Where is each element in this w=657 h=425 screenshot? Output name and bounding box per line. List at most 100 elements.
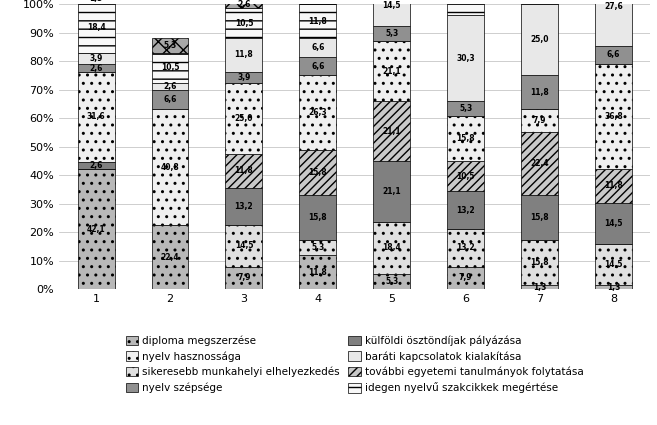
Text: 42,1: 42,1 (87, 224, 105, 234)
Bar (152, 109, 189, 225)
Text: 1,3: 1,3 (607, 283, 620, 292)
Bar (595, 244, 632, 285)
Bar (152, 83, 189, 90)
Text: 5,3: 5,3 (385, 277, 398, 286)
Text: 6,6: 6,6 (311, 62, 325, 71)
Bar (78, 162, 114, 169)
Text: 27,6: 27,6 (604, 2, 623, 11)
Text: 18,4: 18,4 (87, 23, 106, 31)
Text: 1,3: 1,3 (533, 283, 546, 292)
Bar (447, 229, 484, 266)
Text: 22,4: 22,4 (161, 252, 179, 262)
Text: 7,9: 7,9 (459, 273, 472, 282)
Text: 14,5: 14,5 (382, 1, 401, 10)
Bar (521, 109, 558, 131)
Text: 7,9: 7,9 (533, 116, 547, 125)
Bar (373, 101, 410, 162)
Bar (595, 45, 632, 64)
Bar (521, 4, 558, 76)
Bar (373, 162, 410, 221)
Text: 13,2: 13,2 (457, 206, 475, 215)
Bar (447, 15, 484, 101)
Text: 3,9: 3,9 (89, 54, 102, 63)
Bar (78, 72, 114, 162)
Bar (300, 4, 336, 38)
Bar (152, 225, 189, 289)
Bar (447, 0, 484, 15)
Bar (373, 274, 410, 289)
Bar (152, 90, 189, 109)
Bar (300, 240, 336, 255)
Bar (152, 53, 189, 83)
Bar (447, 101, 484, 116)
Text: 15,8: 15,8 (530, 258, 549, 267)
Bar (300, 57, 336, 76)
Text: 6,6: 6,6 (607, 51, 620, 60)
Text: 7,9: 7,9 (237, 273, 251, 282)
Text: 11,8: 11,8 (235, 166, 254, 176)
Text: 13,2: 13,2 (235, 202, 253, 211)
Bar (595, 0, 632, 45)
Bar (78, 53, 114, 64)
Bar (300, 150, 336, 196)
Bar (521, 76, 558, 109)
Text: 3,9: 3,9 (237, 73, 250, 82)
Text: 18,4: 18,4 (382, 243, 401, 252)
Text: 11,8: 11,8 (530, 88, 549, 97)
Text: 10,5: 10,5 (161, 63, 179, 72)
Legend: diploma megszerzése, nyelv hasznossága, sikeresebb munkahelyi elhelyezkedés, nye: diploma megszerzése, nyelv hasznossága, … (122, 331, 588, 398)
Bar (225, 38, 262, 72)
Bar (300, 76, 336, 150)
Bar (225, 1, 262, 8)
Bar (225, 72, 262, 83)
Bar (521, 196, 558, 240)
Text: 13,2: 13,2 (457, 243, 475, 252)
Text: 40,8: 40,8 (160, 163, 179, 172)
Text: 5,3: 5,3 (164, 41, 177, 50)
Bar (447, 116, 484, 162)
Text: 2,6: 2,6 (89, 161, 102, 170)
Bar (78, 0, 114, 1)
Bar (595, 203, 632, 244)
Text: 2,6: 2,6 (237, 0, 250, 9)
Bar (225, 225, 262, 266)
Text: 25,0: 25,0 (530, 35, 549, 44)
Text: 6,6: 6,6 (311, 43, 325, 52)
Text: 11,8: 11,8 (235, 51, 254, 60)
Bar (300, 196, 336, 240)
Text: 14,5: 14,5 (235, 241, 253, 250)
Text: 21,1: 21,1 (382, 127, 401, 136)
Bar (225, 266, 262, 289)
Bar (78, 64, 114, 72)
Text: 10,5: 10,5 (457, 172, 475, 181)
Bar (373, 221, 410, 274)
Bar (152, 38, 189, 53)
Text: 22,4: 22,4 (530, 159, 549, 168)
Text: 11,8: 11,8 (308, 268, 327, 277)
Bar (300, 38, 336, 57)
Text: 25,0: 25,0 (235, 114, 253, 123)
Bar (225, 8, 262, 38)
Text: 2,6: 2,6 (89, 63, 102, 73)
Text: 14,5: 14,5 (604, 219, 623, 228)
Text: 15,8: 15,8 (309, 213, 327, 222)
Bar (373, 41, 410, 101)
Bar (225, 83, 262, 154)
Bar (447, 191, 484, 229)
Text: 15,8: 15,8 (457, 134, 475, 143)
Text: 5,3: 5,3 (311, 244, 325, 252)
Text: 26,3: 26,3 (309, 108, 327, 117)
Bar (225, 154, 262, 187)
Text: 5,3: 5,3 (459, 105, 472, 113)
Bar (78, 169, 114, 289)
Bar (595, 285, 632, 289)
Text: 31,6: 31,6 (87, 112, 105, 121)
Bar (447, 162, 484, 191)
Text: 36,8: 36,8 (604, 112, 623, 121)
Text: 5,3: 5,3 (385, 29, 398, 38)
Bar (373, 26, 410, 41)
Text: 6,6: 6,6 (164, 95, 177, 104)
Text: 14,5: 14,5 (604, 260, 623, 269)
Text: 10,5: 10,5 (235, 19, 253, 28)
Bar (373, 0, 410, 26)
